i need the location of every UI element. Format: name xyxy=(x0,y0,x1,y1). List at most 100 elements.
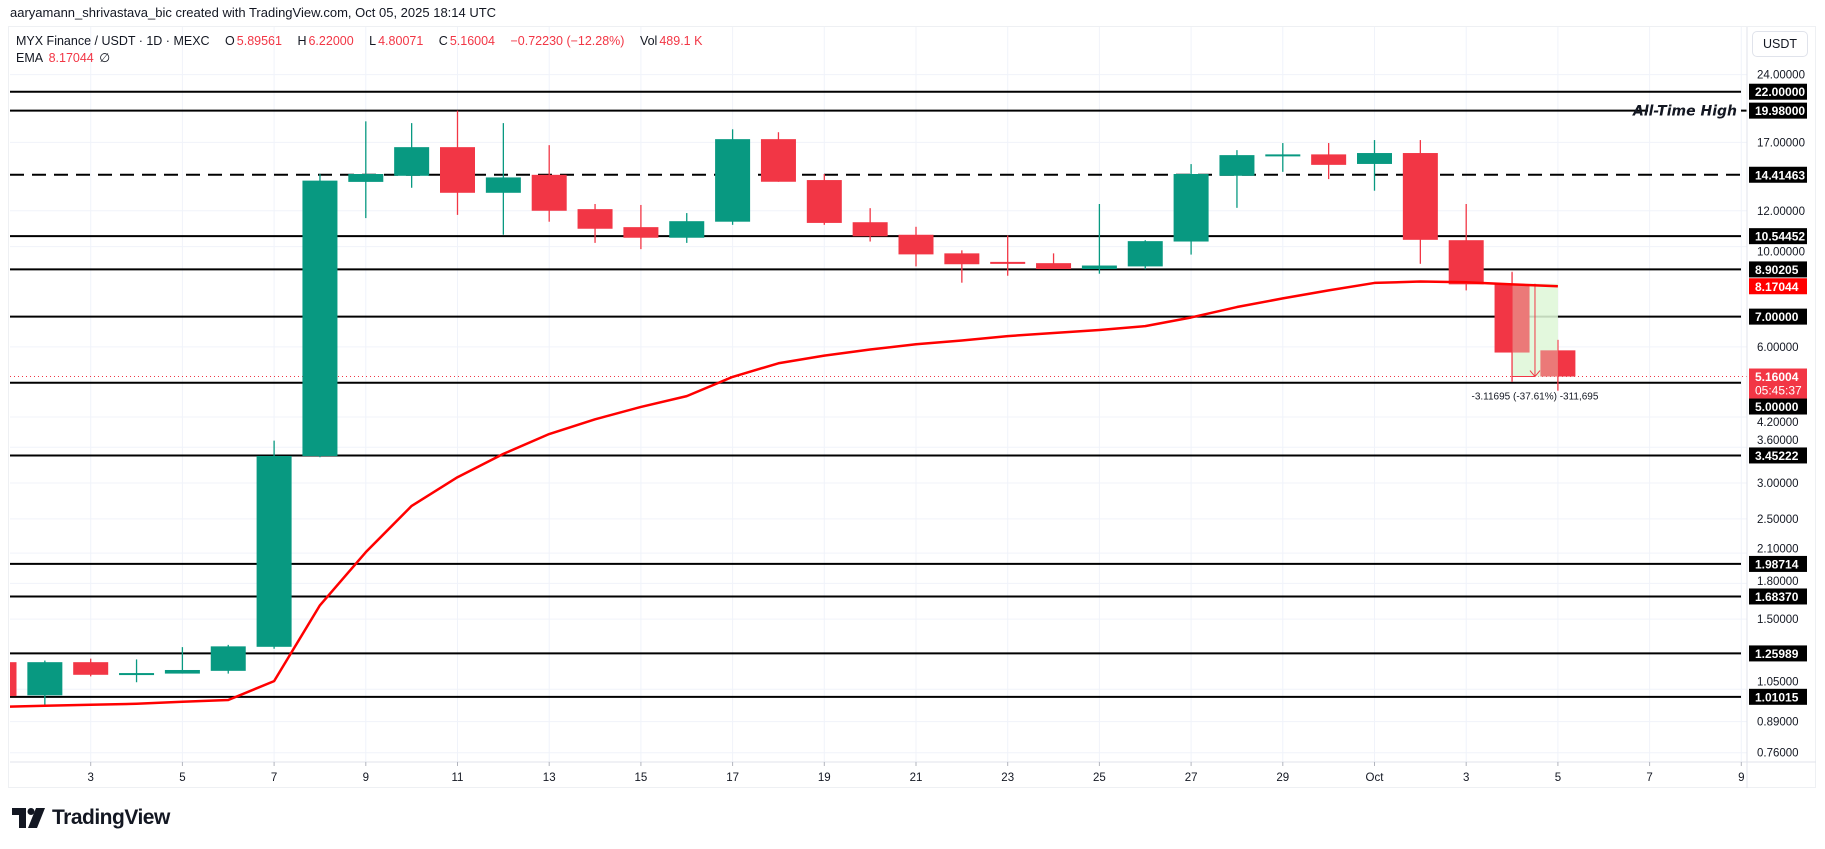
time-axis-tick: 5 xyxy=(1555,772,1561,784)
level-price-label: 1.01015 xyxy=(1755,690,1799,704)
high-label: H xyxy=(297,34,307,48)
last-price-label-box xyxy=(1749,368,1807,399)
candle-body xyxy=(1081,265,1117,270)
candle xyxy=(210,644,246,674)
symbol-legend: MYX Finance / USDT · 1D · MEXC O 5.89561 … xyxy=(16,33,704,67)
candle-body xyxy=(119,673,155,676)
level-price-label-box xyxy=(1749,166,1807,183)
price-axis-tick: 1.80000 xyxy=(1757,576,1799,588)
volume-label: Vol xyxy=(639,34,658,48)
candle-body xyxy=(852,222,888,237)
candle-body xyxy=(440,147,475,193)
candle xyxy=(1036,253,1072,270)
level-price-label-box xyxy=(1749,261,1807,278)
price-axis-tick: 12.00000 xyxy=(1757,206,1805,218)
price-axis-tick: 0.76000 xyxy=(1757,748,1799,760)
candle-body xyxy=(348,174,384,182)
bar-countdown-label: 05:45:37 xyxy=(1755,384,1802,398)
candle-body xyxy=(1219,155,1255,176)
candle xyxy=(1540,339,1576,391)
level-price-label-box xyxy=(1749,588,1807,605)
candle xyxy=(1357,140,1392,191)
candle xyxy=(1127,240,1163,270)
time-axis-tick: 11 xyxy=(452,772,464,784)
time-axis-tick: 9 xyxy=(363,772,369,784)
time-axis-tick: 3 xyxy=(1463,772,1469,784)
candle-body xyxy=(1448,240,1484,285)
ema-value: 8.17044 xyxy=(48,51,94,65)
candle xyxy=(440,110,475,215)
currency-button[interactable]: USDT xyxy=(1752,31,1808,57)
low-label: L xyxy=(369,34,377,48)
candle xyxy=(485,123,521,235)
volume-value: 489.1 K xyxy=(659,34,703,48)
time-axis-tick: 9 xyxy=(1738,772,1744,784)
time-axis-tick: 17 xyxy=(726,772,739,784)
ema-price-label: 8.17044 xyxy=(1755,280,1799,294)
candle xyxy=(623,204,659,250)
candle-body xyxy=(669,221,705,238)
candle xyxy=(715,129,751,225)
candle-body xyxy=(577,209,613,229)
price-axis-tick: 17.00000 xyxy=(1757,137,1805,149)
candle xyxy=(1265,143,1301,172)
level-price-label: 22.00000 xyxy=(1755,85,1805,99)
time-axis-tick: 7 xyxy=(1646,772,1652,784)
candle xyxy=(394,123,430,188)
ema-row: EMA 8.17044 ∅ xyxy=(16,50,704,67)
candle xyxy=(119,659,155,683)
candle xyxy=(531,145,567,222)
candle-body xyxy=(210,646,246,671)
candle xyxy=(1173,164,1209,255)
price-axis-tick: 4.20000 xyxy=(1757,417,1799,429)
tradingview-logo: TradingView xyxy=(12,806,170,830)
symbol-title[interactable]: MYX Finance / USDT · 1D · MEXC xyxy=(16,34,210,48)
candle-body xyxy=(898,234,934,255)
open-label: O xyxy=(225,34,235,48)
price-axis-tick: 6.00000 xyxy=(1757,342,1799,354)
candle xyxy=(669,213,705,243)
candle-body xyxy=(990,261,1026,264)
candle-body xyxy=(806,180,842,223)
plot-area: All-Time High -3.11695 (-37.61%) -311,695 xyxy=(10,27,1747,762)
candle-body xyxy=(1311,154,1347,165)
level-price-label-box xyxy=(1749,555,1807,572)
candle xyxy=(164,647,200,674)
time-axis-tick: 27 xyxy=(1185,772,1198,784)
candle-body xyxy=(1036,263,1072,270)
level-price-label: 8.90205 xyxy=(1755,263,1799,277)
level-price-label-box xyxy=(1749,102,1807,119)
ema-empty-icon: ∅ xyxy=(99,51,111,65)
ohlc-row: MYX Finance / USDT · 1D · MEXC O 5.89561 … xyxy=(16,33,704,50)
candle-body xyxy=(1265,154,1301,157)
candle-body xyxy=(1173,174,1209,242)
candle xyxy=(990,235,1026,276)
candle-body xyxy=(623,227,659,238)
level-price-label: 19.98000 xyxy=(1755,104,1805,118)
candle-body xyxy=(302,180,338,456)
level-price-label: 1.68370 xyxy=(1755,590,1799,604)
candle xyxy=(944,250,980,283)
candle xyxy=(1448,204,1484,291)
candle-body xyxy=(73,662,109,675)
candle-body xyxy=(1402,153,1438,240)
price-axis-tick: 0.89000 xyxy=(1757,717,1799,729)
candle-body xyxy=(1540,350,1576,377)
ema-label[interactable]: EMA xyxy=(16,51,44,65)
candle xyxy=(27,660,63,707)
low-value: 4.80071 xyxy=(378,34,424,48)
tradingview-logo-icon xyxy=(12,808,45,828)
time-axis-tick: 13 xyxy=(543,772,556,784)
candle-body xyxy=(760,139,796,182)
level-price-label: 3.45222 xyxy=(1755,449,1799,463)
price-axis-tick: 24.00000 xyxy=(1757,70,1805,82)
candle-body xyxy=(485,177,521,193)
price-axis-tick: 2.50000 xyxy=(1757,514,1799,526)
level-price-label-box xyxy=(1749,83,1807,100)
level-price-label: 1.98714 xyxy=(1755,557,1799,571)
time-axis-tick: 19 xyxy=(818,772,831,784)
candle-body xyxy=(27,662,63,696)
level-price-label: 5.00000 xyxy=(1755,400,1799,414)
time-axis-tick: 3 xyxy=(87,772,93,784)
